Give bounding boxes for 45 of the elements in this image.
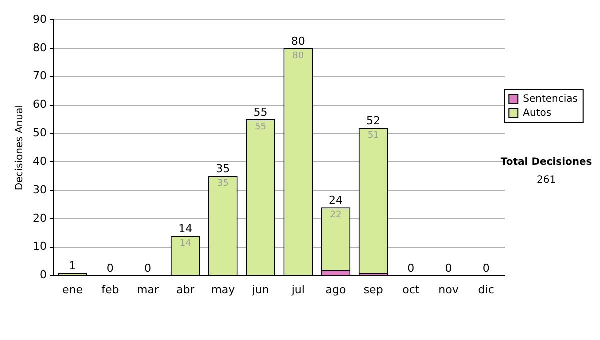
total-label: 14 [178, 222, 193, 236]
x-tick-label: sep [364, 283, 384, 296]
total-label: 55 [254, 106, 268, 119]
y-tick-label: 80 [32, 41, 47, 54]
total-label: 52 [366, 114, 381, 128]
text: 261 [537, 174, 556, 186]
x-tick-label: ago [326, 283, 346, 296]
x-tick-label: jul [290, 283, 305, 296]
y-tick-label: 90 [32, 12, 47, 26]
y-tick-label: 70 [32, 70, 47, 83]
total-label: 0 [144, 262, 152, 276]
total-label: 0 [482, 262, 490, 276]
data-label: 35 [217, 179, 229, 190]
x-tick-label: may [211, 283, 236, 296]
data-label: 55 [255, 122, 266, 132]
data-label: 22 [330, 210, 342, 220]
x-tick-label: ene [62, 283, 84, 296]
total-label: 0 [408, 262, 415, 276]
y-tick-label: 10 [32, 240, 47, 254]
y-tick-label: 40 [32, 154, 47, 168]
y-tick-label: 0 [40, 268, 47, 282]
x-tick-label: nov [438, 283, 460, 296]
x-tick-label: feb [102, 283, 120, 296]
data-label: 14 [180, 238, 192, 249]
y-tick-label: 50 [32, 126, 47, 140]
legend-label: Sentencias [523, 94, 578, 105]
y-axis-title: Decisiones Anual [14, 105, 26, 191]
data-label: 51 [368, 130, 380, 141]
total-label: 24 [328, 194, 343, 207]
x-tick-label: oct [402, 283, 420, 296]
y-tick-label: 60 [32, 98, 47, 112]
x-tick-label: abr [176, 283, 196, 296]
x-tick-label: jun [251, 283, 270, 296]
total-label: 80 [291, 34, 306, 48]
data-label: 80 [292, 51, 304, 62]
x-tick-label: dic [478, 283, 494, 296]
y-tick-label: 20 [32, 212, 47, 225]
total-label: 0 [106, 262, 114, 276]
total-label: 0 [445, 262, 452, 276]
annotation: Total Decisiones [500, 156, 592, 168]
x-tick-label: mar [136, 283, 160, 296]
legend-label: Autos [523, 108, 552, 119]
total-label: 1 [69, 259, 76, 272]
total-label: 35 [216, 162, 230, 176]
y-tick-label: 30 [32, 183, 47, 196]
